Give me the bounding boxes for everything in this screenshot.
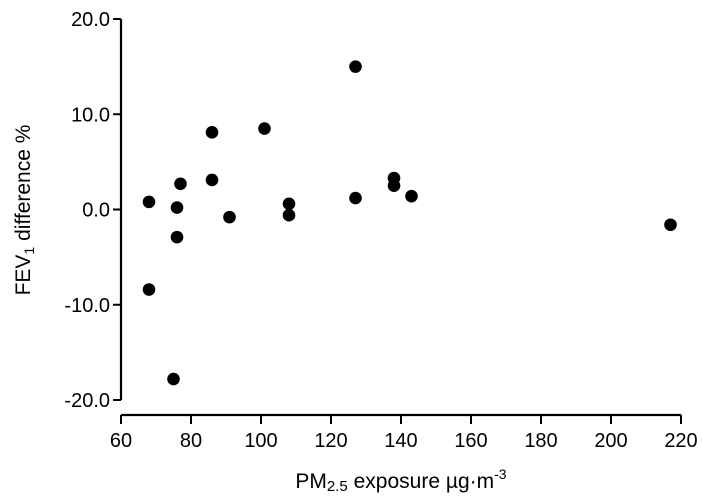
data-point [167,372,180,386]
data-point [170,201,184,214]
data-point [205,173,219,187]
data-point [223,210,236,224]
data-point [258,122,271,135]
y-tick-label: -10.0 [64,295,110,317]
data-point [387,179,401,192]
data-point [405,189,418,203]
data-point [664,218,677,232]
x-tick-label: 220 [664,430,697,452]
data-point [282,208,296,222]
x-tick-label: 60 [110,430,132,452]
x-tick-label: 80 [180,430,202,452]
x-tick-label: 180 [524,430,557,452]
data-point [349,191,362,205]
data-point [170,230,184,244]
data-point [142,195,156,209]
x-tick-label: 160 [454,430,487,452]
x-tick-label: 100 [244,430,277,452]
y-tick-label: 10.0 [71,104,110,126]
x-axis-title: PM2.5 exposure µg·m-3 [295,466,506,495]
x-tick-label: 120 [314,430,347,452]
y-tick-label: -20.0 [64,390,110,412]
y-axis-title: FEV1 difference % [12,125,37,296]
y-axis: 20.0 10.0 0.0 -10.0 -20.0 [64,9,123,412]
x-tick-label: 140 [384,430,417,452]
data-point [142,283,156,296]
data-point [282,197,296,211]
data-point [205,126,219,139]
data-point [349,60,362,73]
x-axis: 60 80 100 120 140 160 180 200 220 [110,413,698,452]
data-points [142,60,677,386]
data-point [174,177,187,191]
y-tick-label: 20.0 [71,9,110,31]
y-tick-label: 0.0 [82,200,110,222]
x-tick-label: 200 [594,430,627,452]
